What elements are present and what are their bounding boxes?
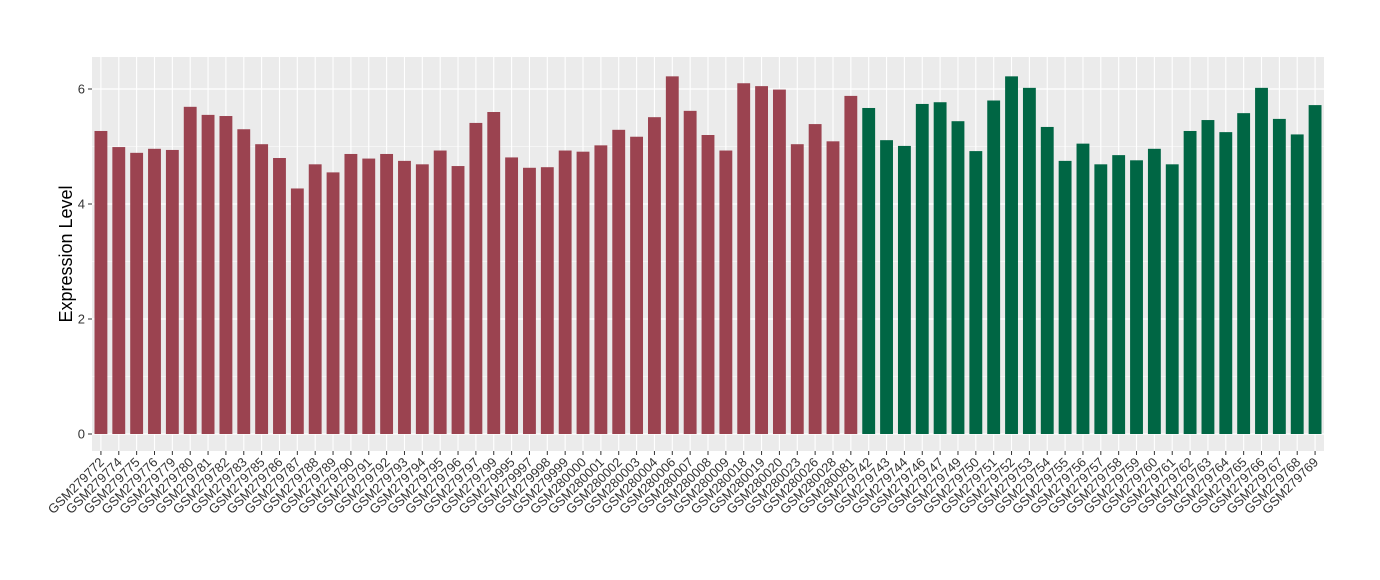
y-axis: 0 2 4 6 — [78, 82, 92, 442]
y-axis-title: Expression Level — [56, 185, 76, 322]
bar-GSM279767 — [1272, 118, 1286, 435]
bar-GSM279785 — [255, 144, 269, 434]
bar-GSM279751 — [987, 100, 1001, 434]
bar-GSM280023 — [790, 144, 804, 434]
y-tick-label: 2 — [78, 312, 85, 327]
y-tick-label: 6 — [78, 82, 85, 97]
bar-GSM280004 — [648, 117, 661, 435]
bar-GSM279799 — [487, 112, 501, 434]
bar-GSM279775 — [130, 152, 144, 434]
bar-GSM279797 — [469, 122, 483, 435]
bar-GSM279746 — [915, 103, 929, 434]
bar-GSM279769 — [1308, 105, 1322, 434]
bar-GSM279761 — [1165, 164, 1179, 434]
bar-GSM279796 — [451, 166, 465, 435]
bar-GSM280003 — [630, 136, 644, 435]
bar-GSM279752 — [1005, 76, 1018, 434]
bar-GSM279783 — [237, 129, 251, 434]
bars — [94, 76, 1322, 435]
bar-GSM279795 — [433, 150, 447, 434]
bar-GSM280020 — [772, 89, 786, 434]
bar-GSM280006 — [665, 76, 679, 434]
bar-GSM279760 — [1147, 148, 1161, 435]
x-axis: GSM279772GSM279774GSM279775GSM279776GSM2… — [45, 451, 1321, 517]
bar-GSM279776 — [148, 148, 161, 435]
bar-GSM279744 — [897, 145, 911, 434]
bar-GSM280002 — [612, 129, 626, 434]
bar-GSM280009 — [719, 150, 733, 434]
bar-GSM279758 — [1112, 155, 1126, 435]
bar-GSM280001 — [594, 145, 608, 434]
bar-GSM279743 — [880, 140, 893, 435]
bar-GSM279995 — [505, 157, 519, 434]
bar-GSM279757 — [1094, 164, 1108, 434]
bar-GSM279754 — [1040, 126, 1054, 434]
bar-GSM280019 — [755, 86, 768, 435]
bar-GSM279762 — [1183, 130, 1197, 435]
bar-GSM279794 — [415, 164, 429, 434]
bar-GSM279787 — [290, 188, 304, 434]
bar-GSM279765 — [1237, 113, 1251, 435]
bar-GSM279764 — [1219, 132, 1233, 435]
bar-GSM280028 — [826, 141, 840, 434]
bar-GSM279998 — [540, 167, 554, 434]
bar-GSM280000 — [576, 151, 590, 434]
bar-GSM279793 — [398, 160, 411, 435]
bar-GSM279791 — [362, 158, 376, 434]
bar-GSM279750 — [969, 151, 983, 434]
bar-GSM279768 — [1290, 134, 1304, 434]
y-tick-label: 4 — [78, 197, 85, 212]
bar-GSM279755 — [1058, 160, 1072, 435]
bar-GSM280026 — [808, 124, 822, 434]
bar-GSM279997 — [523, 167, 536, 434]
bar-GSM279792 — [380, 153, 394, 434]
bar-GSM279790 — [344, 153, 358, 434]
bar-GSM279759 — [1130, 160, 1143, 435]
bar-GSM279766 — [1255, 87, 1268, 434]
bar-GSM279742 — [862, 107, 876, 434]
bar-GSM279774 — [112, 147, 126, 434]
bar-GSM279782 — [219, 116, 233, 435]
bar-GSM280018 — [737, 83, 751, 434]
bar-GSM279781 — [201, 114, 215, 435]
y-tick-label: 0 — [78, 427, 85, 442]
bar-GSM279756 — [1076, 143, 1090, 435]
bar-GSM279780 — [183, 106, 197, 434]
bar-GSM280008 — [701, 135, 715, 434]
bar-GSM279788 — [308, 164, 322, 434]
bar-GSM279763 — [1201, 120, 1215, 435]
bar-GSM280081 — [844, 95, 858, 435]
bar-GSM279786 — [273, 158, 286, 434]
bar-GSM279747 — [933, 102, 947, 434]
bar-GSM279772 — [94, 130, 108, 435]
bar-GSM279753 — [1022, 87, 1036, 434]
bar-GSM279749 — [951, 121, 965, 434]
bar-GSM280007 — [683, 110, 697, 434]
bar-GSM279789 — [326, 172, 340, 435]
bar-GSM279779 — [165, 149, 179, 434]
bar-GSM279999 — [558, 150, 572, 434]
